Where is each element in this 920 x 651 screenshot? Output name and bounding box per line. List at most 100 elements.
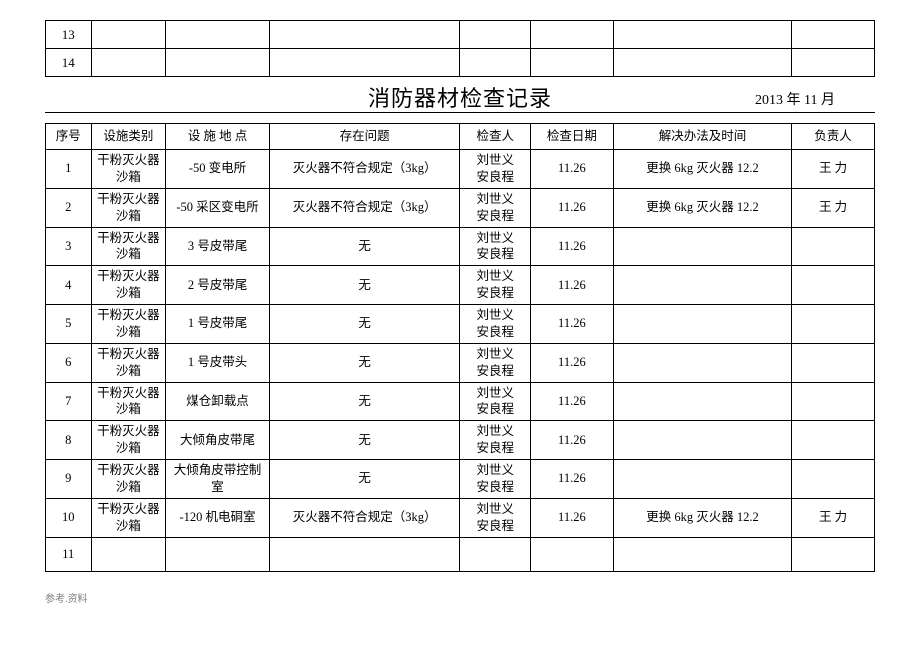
cell-solution: 更换 6kg 灭火器 12.2 (613, 498, 791, 537)
cell-location: 3 号皮带尾 (166, 227, 270, 266)
cell-responsible (792, 305, 875, 344)
fragment-cell: 14 (46, 49, 92, 77)
cell-solution (613, 537, 791, 571)
cell-date: 11.26 (530, 266, 613, 305)
cell-date: 11.26 (530, 227, 613, 266)
table-row: 11 (46, 537, 875, 571)
cell-inspector: 刘世义安良程 (460, 188, 530, 227)
cell-location: 大倾角皮带尾 (166, 421, 270, 460)
cell-issue: 无 (269, 460, 460, 499)
cell-issue: 无 (269, 382, 460, 421)
cell-seq: 8 (46, 421, 92, 460)
page-title: 消防器材检查记录 (368, 81, 552, 113)
inspection-table: 序号 设施类别 设 施 地 点 存在问题 检查人 检查日期 解决办法及时间 负责… (45, 123, 875, 572)
cell-date (530, 537, 613, 571)
cell-solution (613, 421, 791, 460)
cell-inspector: 刘世义安良程 (460, 460, 530, 499)
table-header-row: 序号 设施类别 设 施 地 点 存在问题 检查人 检查日期 解决办法及时间 负责… (46, 124, 875, 150)
fragment-cell (166, 49, 270, 77)
table-row: 9干粉灭火器沙箱大倾角皮带控制室无刘世义安良程11.26 (46, 460, 875, 499)
cell-solution (613, 227, 791, 266)
fragment-cell (792, 49, 875, 77)
cell-date: 11.26 (530, 382, 613, 421)
header-issue: 存在问题 (269, 124, 460, 150)
prev-page-fragment: 1314 (45, 20, 875, 77)
table-row: 8干粉灭火器沙箱大倾角皮带尾无刘世义安良程11.26 (46, 421, 875, 460)
cell-date: 11.26 (530, 188, 613, 227)
cell-issue: 灭火器不符合规定（3kg） (269, 498, 460, 537)
fragment-cell (613, 21, 791, 49)
cell-seq: 6 (46, 343, 92, 382)
cell-type: 干粉灭火器沙箱 (91, 227, 166, 266)
cell-inspector (460, 537, 530, 571)
fragment-cell (269, 21, 460, 49)
table-row: 10干粉灭火器沙箱-120 机电硐室灭火器不符合规定（3kg）刘世义安良程11.… (46, 498, 875, 537)
cell-location: 煤仓卸载点 (166, 382, 270, 421)
header-responsible: 负责人 (792, 124, 875, 150)
table-row: 7干粉灭火器沙箱煤仓卸载点无刘世义安良程11.26 (46, 382, 875, 421)
cell-seq: 1 (46, 150, 92, 189)
header-date: 检查日期 (530, 124, 613, 150)
cell-type: 干粉灭火器沙箱 (91, 150, 166, 189)
fragment-cell (530, 49, 613, 77)
cell-responsible (792, 421, 875, 460)
cell-location: -50 变电所 (166, 150, 270, 189)
header-seq: 序号 (46, 124, 92, 150)
cell-solution: 更换 6kg 灭火器 12.2 (613, 188, 791, 227)
cell-seq: 5 (46, 305, 92, 344)
cell-type: 干粉灭火器沙箱 (91, 188, 166, 227)
cell-inspector: 刘世义安良程 (460, 266, 530, 305)
header-solution: 解决办法及时间 (613, 124, 791, 150)
cell-location: -120 机电硐室 (166, 498, 270, 537)
cell-seq: 10 (46, 498, 92, 537)
fragment-cell (530, 21, 613, 49)
fragment-cell (166, 21, 270, 49)
table-row: 1干粉灭火器沙箱-50 变电所灭火器不符合规定（3kg）刘世义安良程11.26更… (46, 150, 875, 189)
cell-type (91, 537, 166, 571)
cell-location (166, 537, 270, 571)
cell-solution: 更换 6kg 灭火器 12.2 (613, 150, 791, 189)
table-row: 5干粉灭火器沙箱1 号皮带尾无刘世义安良程11.26 (46, 305, 875, 344)
cell-issue: 灭火器不符合规定（3kg） (269, 188, 460, 227)
cell-responsible (792, 460, 875, 499)
cell-seq: 3 (46, 227, 92, 266)
cell-type: 干粉灭火器沙箱 (91, 498, 166, 537)
footer-note: 参考.资料 (45, 590, 875, 605)
cell-type: 干粉灭火器沙箱 (91, 460, 166, 499)
cell-issue: 无 (269, 305, 460, 344)
cell-responsible (792, 343, 875, 382)
fragment-cell (91, 49, 166, 77)
cell-inspector: 刘世义安良程 (460, 343, 530, 382)
title-row: 消防器材检查记录 2013 年 11 月 (45, 81, 875, 113)
cell-type: 干粉灭火器沙箱 (91, 266, 166, 305)
cell-responsible (792, 227, 875, 266)
table-row: 4干粉灭火器沙箱2 号皮带尾无刘世义安良程11.26 (46, 266, 875, 305)
fragment-cell (460, 21, 530, 49)
cell-type: 干粉灭火器沙箱 (91, 305, 166, 344)
cell-seq: 4 (46, 266, 92, 305)
cell-seq: 2 (46, 188, 92, 227)
cell-inspector: 刘世义安良程 (460, 421, 530, 460)
cell-responsible (792, 537, 875, 571)
cell-responsible: 王 力 (792, 188, 875, 227)
cell-seq: 7 (46, 382, 92, 421)
cell-type: 干粉灭火器沙箱 (91, 343, 166, 382)
table-row: 3干粉灭火器沙箱3 号皮带尾无刘世义安良程11.26 (46, 227, 875, 266)
cell-location: 1 号皮带头 (166, 343, 270, 382)
cell-location: -50 采区变电所 (166, 188, 270, 227)
fragment-cell (613, 49, 791, 77)
cell-inspector: 刘世义安良程 (460, 150, 530, 189)
cell-seq: 11 (46, 537, 92, 571)
fragment-cell (91, 21, 166, 49)
cell-type: 干粉灭火器沙箱 (91, 382, 166, 421)
cell-date: 11.26 (530, 421, 613, 460)
fragment-row: 14 (46, 49, 875, 77)
cell-solution (613, 305, 791, 344)
cell-issue: 无 (269, 266, 460, 305)
fragment-cell (460, 49, 530, 77)
cell-solution (613, 266, 791, 305)
cell-issue: 无 (269, 227, 460, 266)
cell-responsible (792, 382, 875, 421)
fragment-row: 13 (46, 21, 875, 49)
cell-issue: 无 (269, 421, 460, 460)
